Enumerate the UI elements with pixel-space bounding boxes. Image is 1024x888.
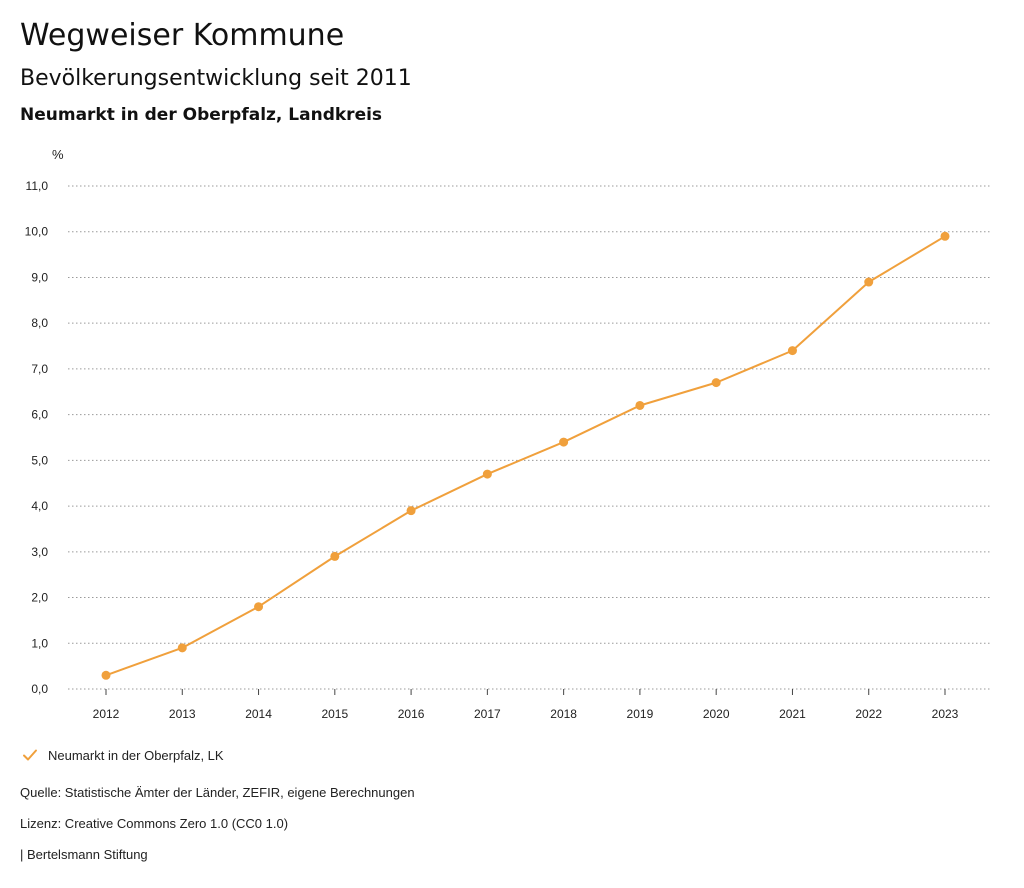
y-tick-label: 10,0 bbox=[25, 225, 49, 239]
legend-item[interactable]: Neumarkt in der Oberpfalz, LK bbox=[22, 744, 224, 766]
y-tick-label: 6,0 bbox=[31, 408, 48, 422]
chart-title: Neumarkt in der Oberpfalz, Landkreis bbox=[20, 105, 383, 125]
y-tick-label: 3,0 bbox=[31, 545, 48, 559]
publisher-note: | Bertelsmann Stiftung bbox=[20, 847, 148, 862]
data-point[interactable] bbox=[406, 506, 416, 516]
x-tick-label: 2012 bbox=[93, 707, 120, 721]
page-title: Wegweiser Kommune bbox=[20, 18, 345, 53]
y-tick-label: 1,0 bbox=[31, 636, 48, 650]
x-tick-label: 2014 bbox=[245, 707, 272, 721]
y-tick-label: 9,0 bbox=[31, 270, 48, 284]
data-point[interactable] bbox=[254, 602, 264, 612]
data-point[interactable] bbox=[330, 551, 340, 561]
y-tick-labels: 0,0 1,0 2,0 3,0 4,0 5,0 6,0 7,0 8,0 9,0 10,0 11,0 bbox=[25, 179, 49, 696]
y-axis-unit-label: % bbox=[52, 147, 64, 162]
y-tick-label: 7,0 bbox=[31, 362, 48, 376]
x-tick-label: 2018 bbox=[550, 707, 577, 721]
y-tick-label: 4,0 bbox=[31, 499, 48, 513]
data-point[interactable] bbox=[635, 400, 645, 410]
y-tick-label: 0,0 bbox=[31, 682, 48, 696]
data-point[interactable] bbox=[787, 346, 797, 356]
series-line bbox=[105, 235, 946, 677]
x-tick-label: 2021 bbox=[779, 707, 806, 721]
source-note: Quelle: Statistische Ämter der Länder, Z… bbox=[20, 785, 415, 800]
y-tick-label: 5,0 bbox=[31, 453, 48, 467]
data-point[interactable] bbox=[482, 469, 492, 479]
legend-label: Neumarkt in der Oberpfalz, LK bbox=[48, 747, 224, 763]
x-tick-label: 2019 bbox=[627, 707, 654, 721]
data-point[interactable] bbox=[711, 378, 721, 388]
data-point[interactable] bbox=[177, 643, 187, 653]
grid-lines bbox=[68, 185, 990, 644]
x-tick-label: 2017 bbox=[474, 707, 501, 721]
x-tick-labels: 2012 2013 2014 2015 2016 2017 2018 2019 2020 2021… bbox=[93, 707, 959, 721]
x-tick-label: 2020 bbox=[703, 707, 730, 721]
axes bbox=[68, 688, 990, 695]
y-tick-label: 8,0 bbox=[31, 316, 48, 330]
data-point[interactable] bbox=[101, 670, 111, 680]
page-subtitle: Bevölkerungsentwicklung seit 2011 bbox=[20, 66, 412, 91]
x-tick-label: 2023 bbox=[932, 707, 959, 721]
check-icon bbox=[22, 747, 38, 763]
license-note: Lizenz: Creative Commons Zero 1.0 (CC0 1… bbox=[20, 816, 289, 831]
data-point[interactable] bbox=[864, 277, 874, 287]
data-point[interactable] bbox=[940, 231, 950, 241]
x-tick-label: 2015 bbox=[321, 707, 348, 721]
x-tick-label: 2022 bbox=[855, 707, 882, 721]
x-tick-label: 2016 bbox=[398, 707, 425, 721]
series-layer bbox=[101, 231, 950, 680]
y-tick-label: 2,0 bbox=[31, 591, 48, 605]
y-tick-label: 11,0 bbox=[26, 179, 49, 193]
x-tick-label: 2013 bbox=[169, 707, 196, 721]
data-point[interactable] bbox=[559, 437, 569, 447]
